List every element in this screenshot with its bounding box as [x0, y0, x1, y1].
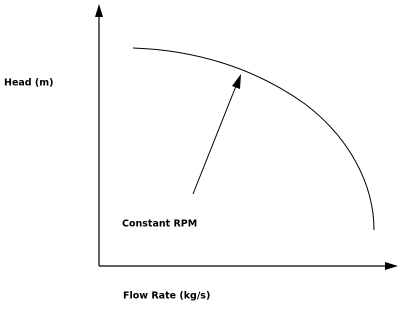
- x-axis-arrowhead: [385, 262, 398, 270]
- pointer-arrowhead: [232, 74, 241, 89]
- annotation: Constant RPM: [122, 219, 197, 230]
- y-axis-label: Head (m): [4, 78, 54, 89]
- y-axis-arrowhead: [95, 4, 103, 17]
- pump-curve: [132, 47, 375, 231]
- pointer-line: [192, 85, 237, 195]
- x-axis-label: Flow Rate (kg/s): [123, 291, 210, 302]
